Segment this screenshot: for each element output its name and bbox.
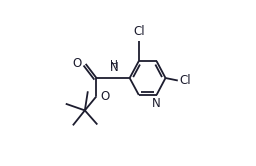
Text: Cl: Cl — [179, 74, 191, 87]
Text: O: O — [100, 90, 109, 103]
Text: N: N — [110, 61, 118, 74]
Text: O: O — [73, 57, 82, 70]
Text: N: N — [152, 97, 161, 110]
Text: Cl: Cl — [133, 25, 145, 38]
Text: H: H — [110, 60, 118, 70]
